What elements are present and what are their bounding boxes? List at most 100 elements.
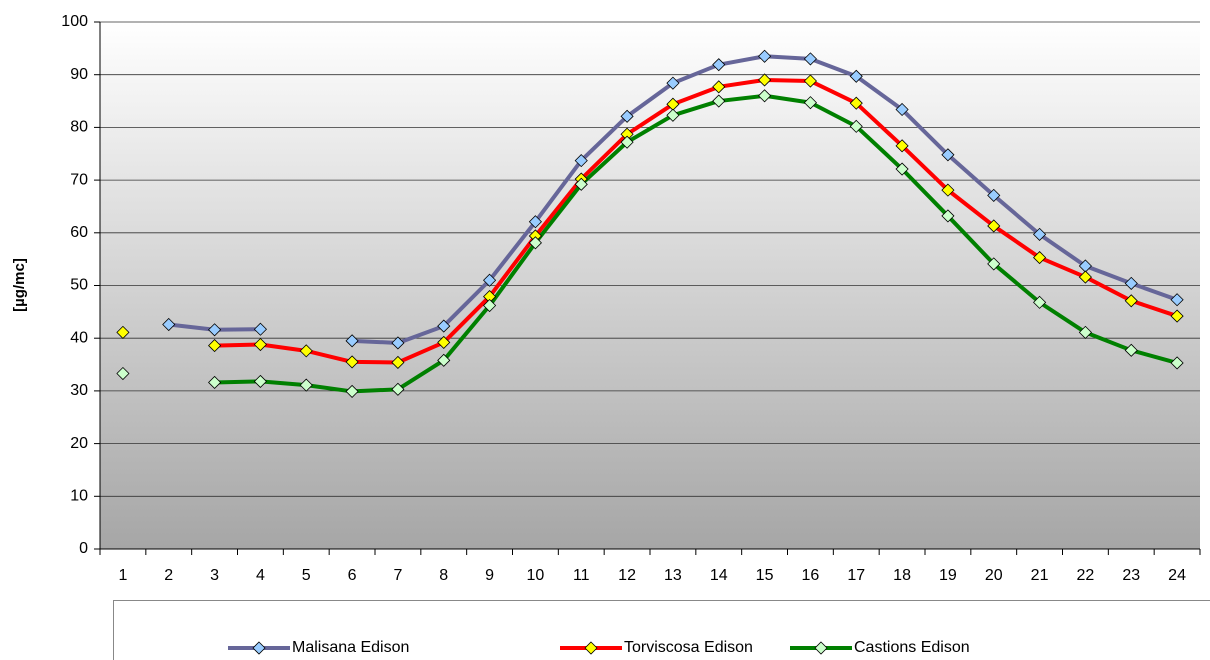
data-point: [1170, 293, 1184, 307]
y-tick-label: 40: [70, 329, 88, 346]
y-tick-label: 90: [70, 66, 88, 83]
data-point: [1124, 276, 1138, 290]
x-tick-label: 5: [302, 567, 311, 584]
y-tick-label: 0: [79, 540, 88, 557]
data-point: [1124, 343, 1138, 357]
data-point: [299, 378, 313, 392]
x-tick-label: 6: [348, 567, 357, 584]
data-point: [391, 382, 405, 396]
data-point: [941, 183, 955, 197]
data-point: [666, 108, 680, 122]
data-point: [483, 273, 497, 287]
x-tick-label: 23: [1122, 567, 1140, 584]
legend-box: [113, 600, 1210, 660]
data-point: [391, 336, 405, 350]
y-tick-label: 80: [70, 119, 88, 136]
x-tick-label: 22: [1077, 567, 1095, 584]
x-tick-label: 13: [664, 567, 682, 584]
x-tick-label: 14: [710, 567, 728, 584]
data-point: [849, 69, 863, 83]
y-tick-label: 100: [61, 13, 88, 30]
y-axis-label: [µg/mc]: [11, 258, 28, 312]
data-point: [208, 375, 222, 390]
x-tick-label: 11: [573, 567, 590, 584]
y-tick-label: 30: [70, 382, 88, 399]
data-point: [1033, 227, 1047, 241]
y-tick-label: 10: [70, 488, 88, 505]
data-point: [299, 344, 313, 358]
data-point: [116, 325, 130, 339]
data-point: [1078, 270, 1092, 284]
legend-marker: [584, 641, 598, 655]
data-point: [758, 49, 772, 63]
data-point: [987, 219, 1001, 233]
x-tick-label: 12: [618, 567, 636, 584]
legend-marker: [814, 641, 828, 655]
data-point: [895, 162, 909, 176]
data-point: [574, 177, 588, 191]
data-point: [1033, 295, 1047, 309]
data-point: [437, 353, 451, 367]
x-tick-label: 9: [485, 567, 494, 584]
data-point: [620, 109, 634, 123]
data-point: [345, 334, 359, 348]
data-point: [345, 355, 359, 369]
data-point: [941, 209, 955, 223]
series-line: [214, 77, 1178, 365]
data-point: [345, 384, 359, 398]
data-point: [1078, 325, 1092, 339]
data-point: [895, 102, 909, 117]
data-point: [162, 317, 176, 332]
data-point: [941, 148, 955, 162]
data-point: [849, 96, 863, 110]
x-tick-label: 18: [893, 567, 911, 584]
data-point: [208, 339, 222, 353]
data-point: [437, 319, 451, 333]
data-point: [528, 236, 542, 250]
data-point: [437, 335, 451, 349]
data-point: [803, 52, 817, 66]
x-tick-label: 24: [1168, 567, 1186, 584]
data-point: [803, 74, 817, 88]
data-point: [803, 96, 817, 110]
data-point: [987, 257, 1001, 271]
x-tick-label: 2: [164, 567, 173, 584]
data-point: [620, 135, 634, 149]
x-tick-label: 3: [210, 567, 219, 584]
data-point: [987, 188, 1001, 202]
x-tick-label: 8: [439, 567, 448, 584]
data-point: [1170, 309, 1184, 323]
x-tick-label: 20: [985, 567, 1003, 584]
data-point: [712, 94, 726, 108]
legend-label: Malisana Edison: [292, 639, 409, 656]
x-tick-label: 4: [256, 567, 265, 584]
data-point: [1124, 294, 1138, 308]
data-point: [391, 355, 405, 370]
data-point: [574, 154, 588, 168]
y-tick-label: 60: [70, 224, 88, 241]
data-point: [758, 89, 772, 103]
data-point: [1033, 251, 1047, 265]
series-line: [214, 93, 1178, 394]
y-tick-label: 20: [70, 435, 88, 452]
x-tick-label: 16: [802, 567, 820, 584]
data-point: [483, 298, 497, 313]
x-tick-label: 10: [527, 567, 545, 584]
data-point: [1170, 356, 1184, 370]
data-point: [712, 80, 726, 94]
data-point: [528, 215, 542, 229]
x-tick-label: 15: [756, 567, 774, 584]
data-point: [666, 76, 680, 90]
legend-label: Castions Edison: [854, 639, 970, 656]
x-tick-label: 17: [847, 567, 865, 584]
data-point: [253, 337, 267, 352]
y-tick-label: 70: [70, 171, 88, 188]
data-point: [895, 139, 909, 153]
x-tick-label: 21: [1031, 567, 1049, 584]
data-point: [253, 322, 267, 336]
data-point: [116, 366, 130, 381]
data-point: [712, 58, 726, 72]
data-point: [253, 374, 267, 388]
x-tick-label: 1: [118, 567, 127, 584]
